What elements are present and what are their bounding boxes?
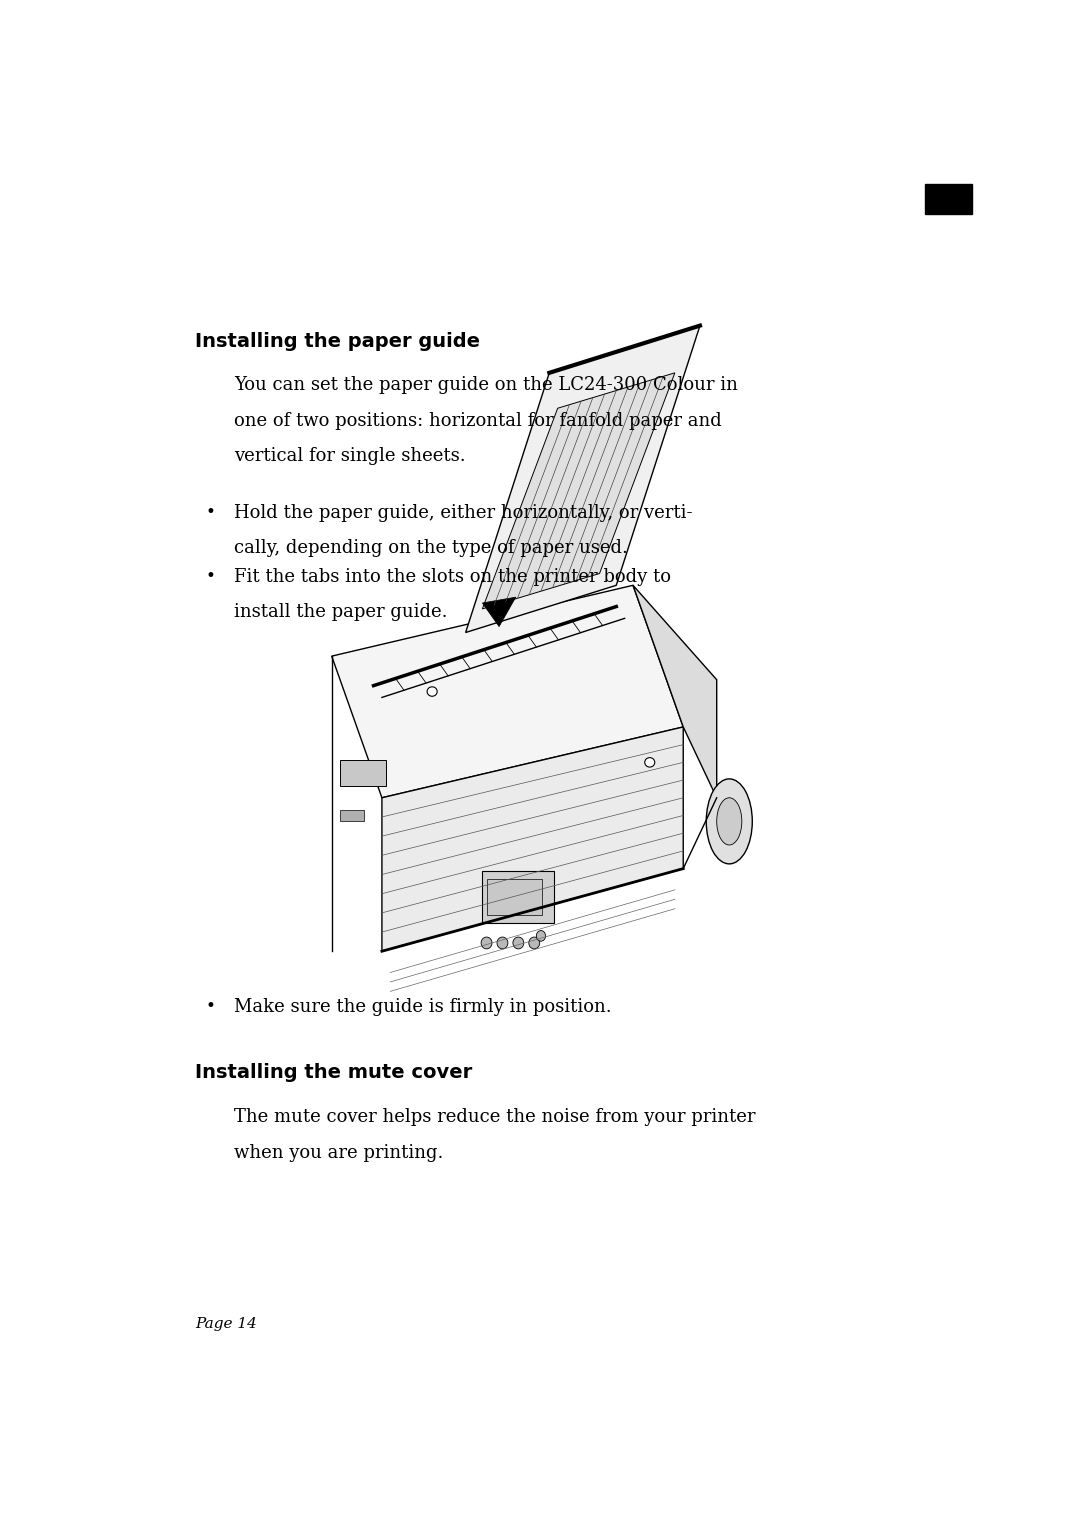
Text: •: •: [205, 567, 215, 584]
Text: Installing the mute cover: Installing the mute cover: [195, 1064, 473, 1082]
Ellipse shape: [537, 931, 545, 941]
Text: Make sure the guide is firmly in position.: Make sure the guide is firmly in positio…: [233, 998, 611, 1016]
Polygon shape: [483, 596, 516, 627]
Text: Hold the paper guide, either horizontally, or verti-: Hold the paper guide, either horizontall…: [233, 504, 692, 521]
Ellipse shape: [427, 687, 437, 696]
Text: when you are printing.: when you are printing.: [233, 1144, 443, 1162]
Text: install the paper guide.: install the paper guide.: [233, 602, 447, 621]
Text: The mute cover helps reduce the noise from your printer: The mute cover helps reduce the noise fr…: [233, 1108, 755, 1127]
Text: Fit the tabs into the slots on the printer body to: Fit the tabs into the slots on the print…: [233, 567, 671, 586]
Text: vertical for single sheets.: vertical for single sheets.: [233, 448, 465, 464]
Text: You can set the paper guide on the LC24-300 Colour in: You can set the paper guide on the LC24-…: [233, 377, 738, 394]
Ellipse shape: [497, 937, 508, 949]
Ellipse shape: [513, 937, 524, 949]
Polygon shape: [465, 325, 700, 633]
Text: •: •: [205, 504, 215, 521]
Text: Installing the paper guide: Installing the paper guide: [195, 331, 481, 351]
Ellipse shape: [481, 937, 492, 949]
Text: one of two positions: horizontal for fanfold paper and: one of two positions: horizontal for fan…: [233, 412, 721, 429]
Ellipse shape: [706, 779, 753, 865]
Polygon shape: [633, 586, 717, 797]
Bar: [340, 809, 364, 822]
Ellipse shape: [645, 757, 654, 766]
Bar: [926, 184, 972, 215]
Ellipse shape: [717, 797, 742, 845]
Polygon shape: [382, 727, 684, 950]
Text: •: •: [205, 998, 215, 1015]
Polygon shape: [483, 373, 675, 609]
Bar: [340, 760, 387, 786]
Polygon shape: [332, 586, 684, 797]
FancyBboxPatch shape: [487, 880, 542, 915]
Text: Page 14: Page 14: [195, 1317, 257, 1331]
Text: cally, depending on the type of paper used.: cally, depending on the type of paper us…: [233, 540, 627, 558]
FancyBboxPatch shape: [482, 871, 554, 923]
Ellipse shape: [529, 937, 540, 949]
